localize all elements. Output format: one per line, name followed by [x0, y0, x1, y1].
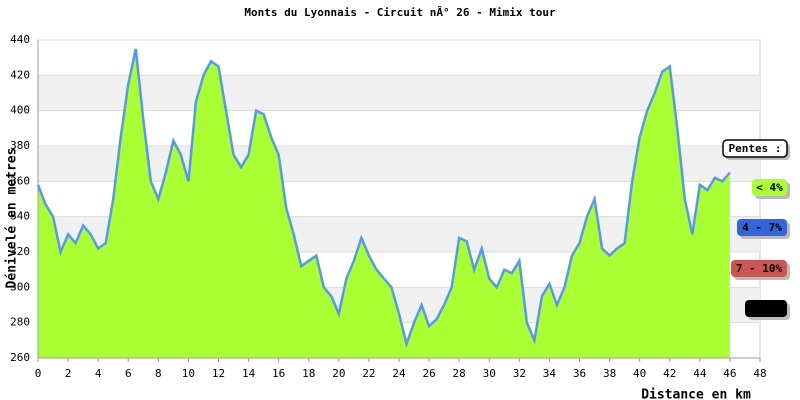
legend-item-box [731, 260, 787, 277]
y-tick-label: 400 [10, 104, 30, 117]
x-tick-label: 32 [513, 367, 526, 380]
y-tick-label: 360 [10, 174, 30, 187]
x-tick-label: 22 [362, 367, 375, 380]
x-axis-label: Distance en km [641, 388, 751, 400]
x-tick-label: 6 [125, 367, 132, 380]
x-tick-label: 26 [422, 367, 435, 380]
x-tick-label: 20 [332, 367, 345, 380]
x-tick-label: 38 [603, 367, 616, 380]
x-tick-label: 48 [753, 367, 766, 380]
x-tick-label: 8 [155, 367, 162, 380]
x-tick-label: 18 [302, 367, 315, 380]
x-tick-label: 24 [392, 367, 406, 380]
y-tick-label: 380 [10, 139, 30, 152]
legend-title-box [722, 139, 788, 158]
x-tick-label: 16 [272, 367, 285, 380]
y-tick-label: 340 [10, 210, 30, 223]
legend-item-box [752, 179, 787, 196]
x-tick-label: 42 [663, 367, 676, 380]
x-tick-label: 44 [693, 367, 707, 380]
y-tick-label: 260 [10, 351, 30, 364]
x-tick-label: 2 [65, 367, 72, 380]
legend-title: Pentes : [729, 142, 782, 155]
y-tick-label: 300 [10, 280, 30, 293]
x-tick-label: 12 [212, 367, 225, 380]
x-tick-label: 34 [543, 367, 557, 380]
grid-band [38, 75, 760, 111]
y-axis-label: Dénivelé en metres [5, 148, 20, 289]
x-tick-label: 28 [453, 367, 466, 380]
x-tick-label: 46 [723, 367, 736, 380]
y-tick-label: 320 [10, 245, 30, 258]
legend-item-box [737, 219, 787, 236]
legend-item-box [745, 300, 787, 317]
x-tick-label: 30 [483, 367, 496, 380]
chart-title: Monts du Lyonnais - Circuit nÂ° 26 - Mim… [244, 6, 556, 19]
x-tick-label: 0 [35, 367, 42, 380]
y-tick-label: 440 [10, 33, 30, 46]
x-tick-label: 14 [242, 367, 256, 380]
y-tick-label: 420 [10, 68, 30, 81]
elevation-line [36, 48, 731, 349]
elevation-area [38, 48, 730, 358]
x-tick-label: 4 [95, 367, 102, 380]
y-tick-label: 280 [10, 316, 30, 329]
legend-item: 4 - 7% [742, 221, 782, 234]
x-tick-label: 10 [182, 367, 195, 380]
legend-item: 7 - 10% [736, 262, 783, 275]
legend-item: < 4% [756, 181, 783, 194]
legend-item: > 10% [749, 302, 782, 315]
x-tick-label: 40 [633, 367, 646, 380]
x-tick-label: 36 [573, 367, 586, 380]
